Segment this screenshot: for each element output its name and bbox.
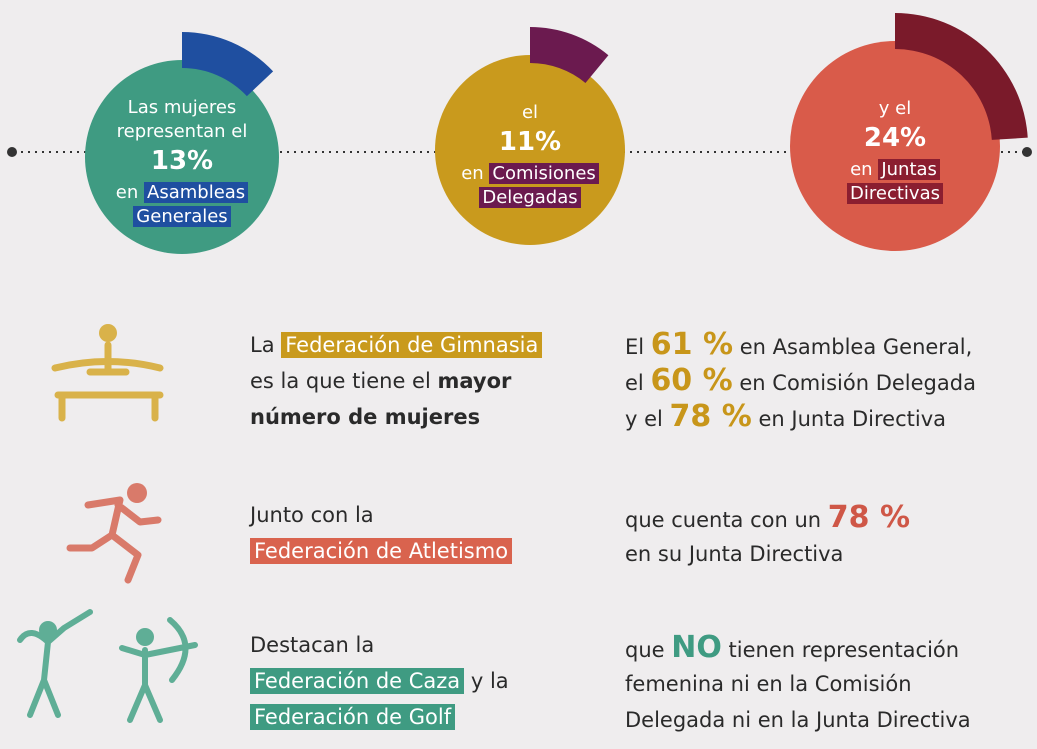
highlight-text: 61 % xyxy=(650,327,734,362)
highlight-text: 78 % xyxy=(669,399,752,434)
text-line: que NO tienen representación xyxy=(625,630,971,666)
text: femenina ni en la Comisión xyxy=(625,672,912,696)
text-line: Federación de Caza y la xyxy=(250,663,509,699)
circle-text: y el 24% en Juntas Directivas xyxy=(795,97,995,206)
right-text: que cuenta con un 78 % en su Junta Direct… xyxy=(625,500,910,572)
text: que cuenta con un xyxy=(625,508,828,532)
text: que xyxy=(625,638,672,662)
text: en su Junta Directiva xyxy=(625,542,844,566)
left-text: La Federación de Gimnasia es la que tiene… xyxy=(250,327,543,435)
text-line: La Federación de Gimnasia xyxy=(250,327,543,363)
text-line: 11% xyxy=(430,125,630,162)
percent-arc xyxy=(182,32,274,97)
text-line: el 60 % en Comisión Delegada xyxy=(625,363,976,399)
right-text: El 61 % en Asamblea General, el 60 % en C… xyxy=(625,327,976,435)
runner-icon xyxy=(66,483,162,584)
highlight-text: NO xyxy=(671,630,722,665)
highlight-text: 11% xyxy=(498,127,562,157)
text-line: es la que tiene el mayor xyxy=(250,363,542,399)
gymnast-icon xyxy=(51,324,164,422)
highlight-text: mayor xyxy=(437,369,512,393)
text: en xyxy=(850,159,879,180)
text-line: y el xyxy=(795,97,995,121)
text: el xyxy=(521,102,539,123)
highlight-text: Generales xyxy=(133,206,231,227)
line-end xyxy=(1022,147,1032,157)
text-line: en su Junta Directiva xyxy=(625,536,910,572)
text: La xyxy=(250,333,282,357)
text-line: el xyxy=(430,101,630,125)
highlight-text: Federación de Gimnasia xyxy=(281,332,543,358)
text: en Comisión Delegada xyxy=(732,371,976,395)
highlight-text: 78 % xyxy=(827,500,911,535)
text-line: Destacan la xyxy=(250,627,509,663)
text: El xyxy=(625,335,651,359)
text: en Asamblea General, xyxy=(733,335,973,359)
golf-archery-icon xyxy=(17,609,198,723)
circle xyxy=(790,41,1000,251)
percent-arc xyxy=(530,27,609,83)
text-line: El 61 % en Asamblea General, xyxy=(625,327,976,363)
text-line: Directivas xyxy=(795,182,995,206)
text-line: Las mujeres xyxy=(82,96,282,120)
percent-arc xyxy=(895,13,1028,140)
text: en xyxy=(115,182,145,203)
text: es la que tiene el xyxy=(250,369,438,393)
text-line: 13% xyxy=(82,144,282,181)
text: Junto con la xyxy=(250,503,374,527)
circles xyxy=(85,13,1028,254)
highlight-text: Delegadas xyxy=(479,187,581,208)
text: Las mujeres xyxy=(127,97,237,118)
highlight-text: Comisiones xyxy=(489,163,599,184)
text-line: en Comisiones xyxy=(430,162,630,186)
left-text: Junto con la Federación de Atletismo xyxy=(250,497,513,569)
text-line: representan el xyxy=(82,120,282,144)
highlight-text: Directivas xyxy=(847,183,943,204)
circle-text: el 11% en Comisiones Delegadas xyxy=(430,101,630,210)
text-line: en Juntas xyxy=(795,158,995,182)
text-line: número de mujeres xyxy=(250,399,542,435)
highlight-text: 13% xyxy=(150,146,214,176)
text-line: Generales xyxy=(82,205,282,229)
text: y el xyxy=(625,407,670,431)
text: en Junta Directiva xyxy=(751,407,946,431)
circle xyxy=(85,60,279,254)
text: en xyxy=(461,163,490,184)
text: tienen representación xyxy=(721,638,960,662)
highlight-text: Federación de Atletismo xyxy=(250,538,513,564)
circle-text: Las mujeres representan el 13% en Asambleas… xyxy=(82,96,282,229)
highlight-text: 60 % xyxy=(650,363,733,398)
text-line: Delegadas xyxy=(430,186,630,210)
text-line: que cuenta con un 78 % xyxy=(625,500,910,536)
highlight-text: 24% xyxy=(863,123,927,153)
text: representan el xyxy=(116,121,248,142)
text-line: femenina ni en la Comisión xyxy=(625,666,971,702)
left-text: Destacan la Federación de Caza y la Federa… xyxy=(250,627,509,735)
line-end xyxy=(7,147,17,157)
text-line: Federación de Golf xyxy=(250,699,509,735)
text-line: Junto con la xyxy=(250,497,512,533)
text-line: Federación de Atletismo xyxy=(250,533,513,569)
text-line: en Asambleas xyxy=(82,181,282,205)
right-text: que NO tienen representación femenina ni … xyxy=(625,630,971,738)
text: Destacan la xyxy=(250,633,375,657)
highlight-text: Juntas xyxy=(878,159,940,180)
highlight-text: Federación de Caza xyxy=(250,668,465,694)
highlight-text: Federación de Golf xyxy=(250,704,456,730)
text: y la xyxy=(464,669,509,693)
text-line: Delegada ni en la Junta Directiva xyxy=(625,702,971,738)
highlight-text: número de mujeres xyxy=(250,405,481,429)
text: y el xyxy=(878,98,912,119)
text-line: 24% xyxy=(795,121,995,158)
text-line: y el 78 % en Junta Directiva xyxy=(625,399,976,435)
highlight-text: Asambleas xyxy=(144,182,249,203)
text: el xyxy=(625,371,651,395)
text: Delegada ni en la Junta Directiva xyxy=(625,708,971,732)
